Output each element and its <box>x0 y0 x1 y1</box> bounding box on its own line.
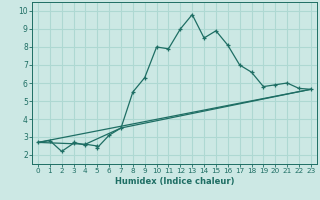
X-axis label: Humidex (Indice chaleur): Humidex (Indice chaleur) <box>115 177 234 186</box>
